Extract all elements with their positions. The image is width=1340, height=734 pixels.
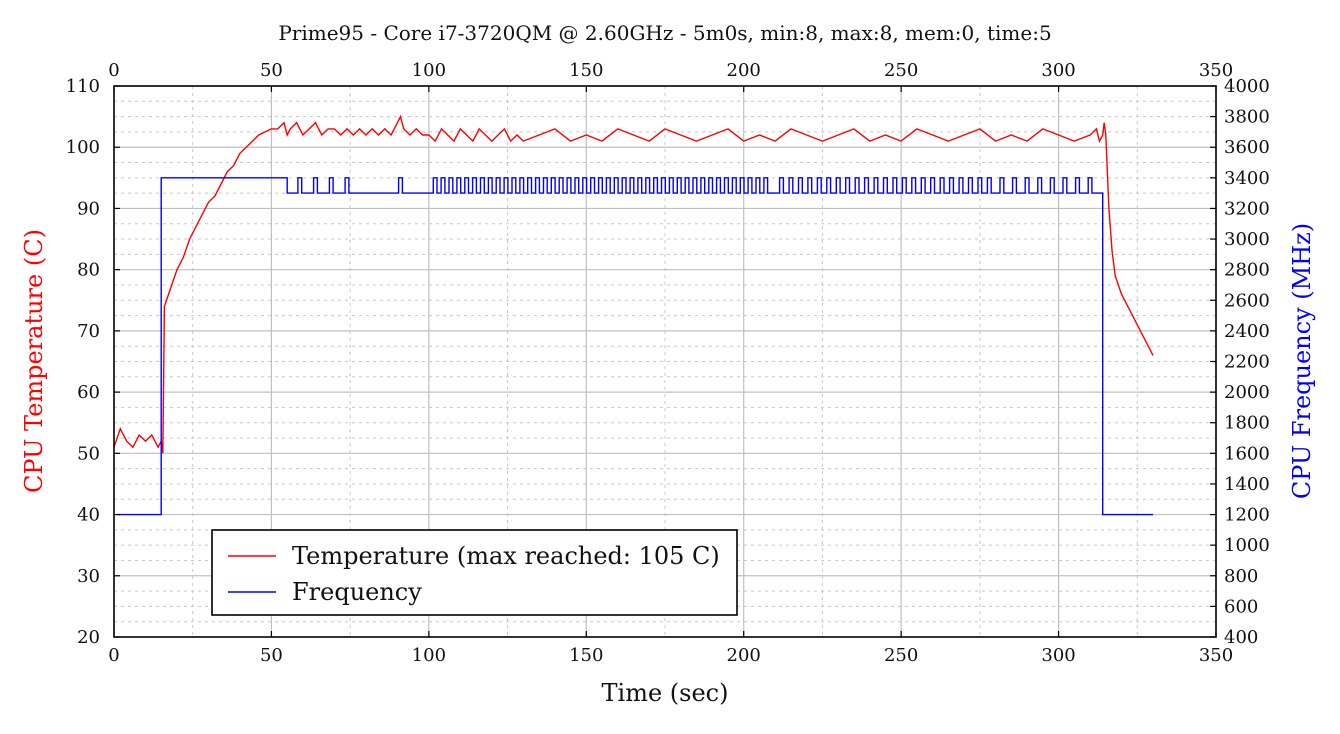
y-right-tick-label: 1600: [1224, 443, 1270, 464]
x-tick-label: 0: [108, 645, 119, 666]
frequency-line: [117, 177, 1153, 516]
y-right-tick-label: 400: [1224, 627, 1258, 648]
y-right-tick-label: 3800: [1224, 107, 1270, 128]
x-top-tick-label: 200: [727, 60, 761, 81]
x-tick-label: 250: [884, 645, 918, 666]
y-right-tick-label: 600: [1224, 596, 1258, 617]
y-left-tick-label: 110: [66, 76, 100, 97]
y-right-tick-label: 2000: [1224, 382, 1270, 403]
x-tick-label: 100: [412, 645, 446, 666]
x-top-tick-label: 300: [1041, 60, 1075, 81]
series-layer: [113, 114, 1154, 516]
x-tick-label: 150: [569, 645, 603, 666]
x-top-tick-label: 0: [108, 60, 119, 81]
y-right-tick-label: 1800: [1224, 413, 1270, 434]
y-right-tick-label: 1400: [1224, 474, 1270, 495]
y-left-tick-label: 40: [77, 505, 100, 526]
x-tick-label: 200: [727, 645, 761, 666]
y-left-tick-label: 80: [77, 260, 100, 281]
legend-temperature-label: Temperature (max reached: 105 C): [292, 542, 720, 570]
temperature-line: [113, 114, 1154, 454]
x-tick-label: 50: [260, 645, 283, 666]
x-top-tick-label: 350: [1199, 60, 1233, 81]
x-tick-label: 350: [1199, 645, 1233, 666]
x-top-tick-label: 100: [412, 60, 446, 81]
x-axis-label: Time (sec): [602, 679, 729, 707]
y-left-tick-label: 30: [77, 566, 100, 587]
y-left-tick-label: 60: [77, 382, 100, 403]
y-right-tick-label: 3600: [1224, 137, 1270, 158]
legend: Temperature (max reached: 105 C) Frequen…: [211, 529, 738, 616]
y-axis-right-label: CPU Frequency (MHz): [1288, 223, 1316, 499]
chart-title: Prime95 - Core i7-3720QM @ 2.60GHz - 5m0…: [278, 21, 1051, 45]
y-right-tick-label: 1000: [1224, 535, 1270, 556]
y-left-tick-label: 90: [77, 198, 100, 219]
legend-frequency-label: Frequency: [292, 578, 422, 606]
x-tick-label: 300: [1041, 645, 1075, 666]
y-right-tick-label: 2800: [1224, 260, 1270, 281]
ticks-layer: 0 0 50 50 100 100 150 150 200 200 250 250 300 300 350 3…: [66, 60, 1270, 666]
y-right-tick-label: 3000: [1224, 229, 1270, 250]
y-left-tick-label: 20: [77, 627, 100, 648]
y-right-tick-label: 4000: [1224, 76, 1270, 97]
y-left-tick-label: 100: [66, 137, 100, 158]
y-right-tick-label: 2200: [1224, 352, 1270, 373]
y-right-tick-label: 1200: [1224, 505, 1270, 526]
y-right-tick-label: 2400: [1224, 321, 1270, 342]
legend-box: [211, 529, 738, 616]
x-top-tick-label: 250: [884, 60, 918, 81]
y-right-tick-label: 3400: [1224, 168, 1270, 189]
x-top-tick-label: 150: [569, 60, 603, 81]
y-left-tick-label: 50: [77, 443, 100, 464]
y-axis-left-label: CPU Temperature (C): [20, 229, 48, 493]
x-top-tick-label: 50: [260, 60, 283, 81]
y-right-tick-label: 3200: [1224, 198, 1270, 219]
y-right-tick-label: 800: [1224, 566, 1258, 587]
y-left-tick-label: 70: [77, 321, 100, 342]
y-right-tick-label: 2600: [1224, 290, 1270, 311]
